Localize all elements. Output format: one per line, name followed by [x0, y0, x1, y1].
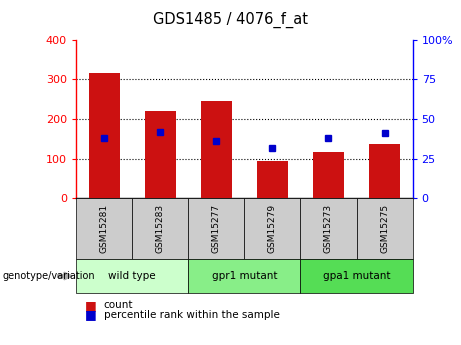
Bar — [257, 161, 288, 198]
Bar — [145, 111, 176, 198]
Text: GSM15273: GSM15273 — [324, 204, 333, 253]
Bar — [89, 73, 119, 198]
Text: percentile rank within the sample: percentile rank within the sample — [104, 310, 280, 320]
Bar — [201, 101, 232, 198]
Text: wild type: wild type — [108, 271, 156, 281]
Bar — [313, 152, 344, 198]
Text: gpa1 mutant: gpa1 mutant — [323, 271, 390, 281]
Text: GSM15283: GSM15283 — [156, 204, 165, 253]
Text: ■: ■ — [85, 299, 97, 312]
Text: GSM15277: GSM15277 — [212, 204, 221, 253]
Text: GSM15275: GSM15275 — [380, 204, 389, 253]
Bar — [369, 144, 400, 198]
Text: GSM15279: GSM15279 — [268, 204, 277, 253]
Text: GSM15281: GSM15281 — [100, 204, 109, 253]
Text: count: count — [104, 300, 133, 310]
Text: gpr1 mutant: gpr1 mutant — [212, 271, 277, 281]
Text: GDS1485 / 4076_f_at: GDS1485 / 4076_f_at — [153, 12, 308, 28]
Text: ■: ■ — [85, 308, 97, 322]
Text: genotype/variation: genotype/variation — [2, 271, 95, 281]
